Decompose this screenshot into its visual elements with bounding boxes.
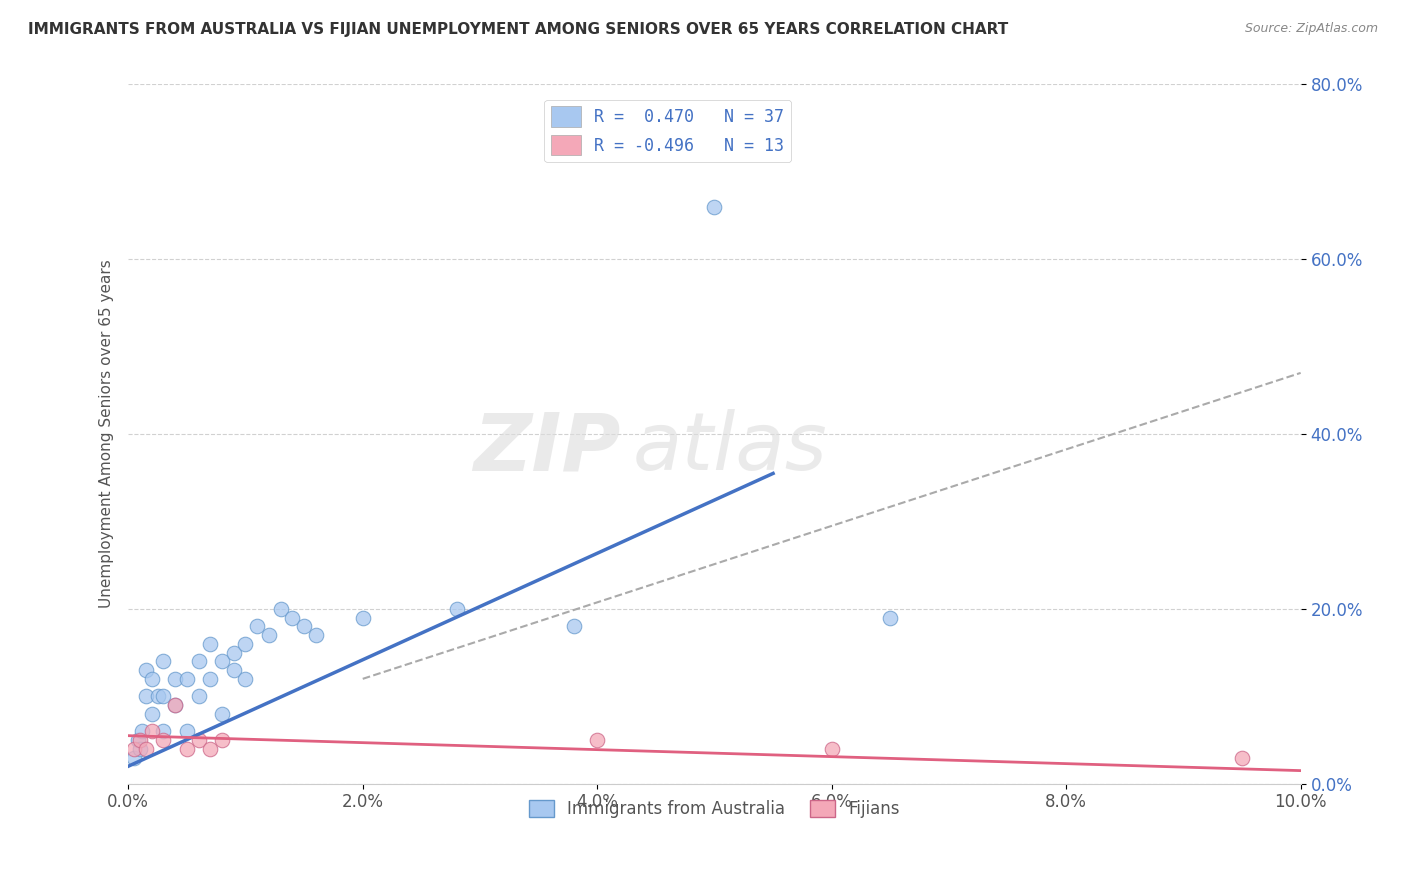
- Point: [135, 741, 157, 756]
- Point: [222, 646, 245, 660]
- Point: [135, 663, 157, 677]
- Point: [257, 628, 280, 642]
- Point: [131, 724, 153, 739]
- Point: [211, 706, 233, 721]
- Point: [187, 690, 209, 704]
- Point: [146, 690, 169, 704]
- Point: [246, 619, 269, 633]
- Point: [141, 706, 163, 721]
- Legend: Immigrants from Australia, Fijians: Immigrants from Australia, Fijians: [522, 793, 907, 824]
- Point: [562, 619, 585, 633]
- Point: [165, 698, 187, 712]
- Point: [200, 741, 222, 756]
- Point: [352, 610, 374, 624]
- Text: Source: ZipAtlas.com: Source: ZipAtlas.com: [1244, 22, 1378, 36]
- Point: [129, 733, 152, 747]
- Point: [235, 637, 257, 651]
- Point: [152, 690, 174, 704]
- Point: [141, 672, 163, 686]
- Point: [281, 610, 304, 624]
- Point: [141, 724, 163, 739]
- Point: [176, 724, 198, 739]
- Point: [152, 724, 174, 739]
- Point: [135, 690, 157, 704]
- Point: [821, 741, 844, 756]
- Point: [152, 733, 174, 747]
- Point: [187, 733, 209, 747]
- Point: [129, 741, 152, 756]
- Text: atlas: atlas: [633, 409, 827, 487]
- Text: ZIP: ZIP: [474, 409, 620, 487]
- Point: [222, 663, 245, 677]
- Point: [211, 654, 233, 668]
- Point: [152, 654, 174, 668]
- Point: [176, 741, 198, 756]
- Point: [122, 741, 145, 756]
- Point: [200, 637, 222, 651]
- Point: [586, 733, 609, 747]
- Text: IMMIGRANTS FROM AUSTRALIA VS FIJIAN UNEMPLOYMENT AMONG SENIORS OVER 65 YEARS COR: IMMIGRANTS FROM AUSTRALIA VS FIJIAN UNEM…: [28, 22, 1008, 37]
- Point: [187, 654, 209, 668]
- Point: [1230, 750, 1253, 764]
- Point: [879, 610, 901, 624]
- Point: [211, 733, 233, 747]
- Point: [165, 698, 187, 712]
- Point: [176, 672, 198, 686]
- Point: [200, 672, 222, 686]
- Point: [270, 602, 292, 616]
- Point: [165, 672, 187, 686]
- Point: [122, 750, 145, 764]
- Point: [446, 602, 468, 616]
- Point: [292, 619, 315, 633]
- Point: [305, 628, 328, 642]
- Point: [235, 672, 257, 686]
- Point: [703, 200, 725, 214]
- Point: [127, 733, 149, 747]
- Y-axis label: Unemployment Among Seniors over 65 years: Unemployment Among Seniors over 65 years: [100, 260, 114, 608]
